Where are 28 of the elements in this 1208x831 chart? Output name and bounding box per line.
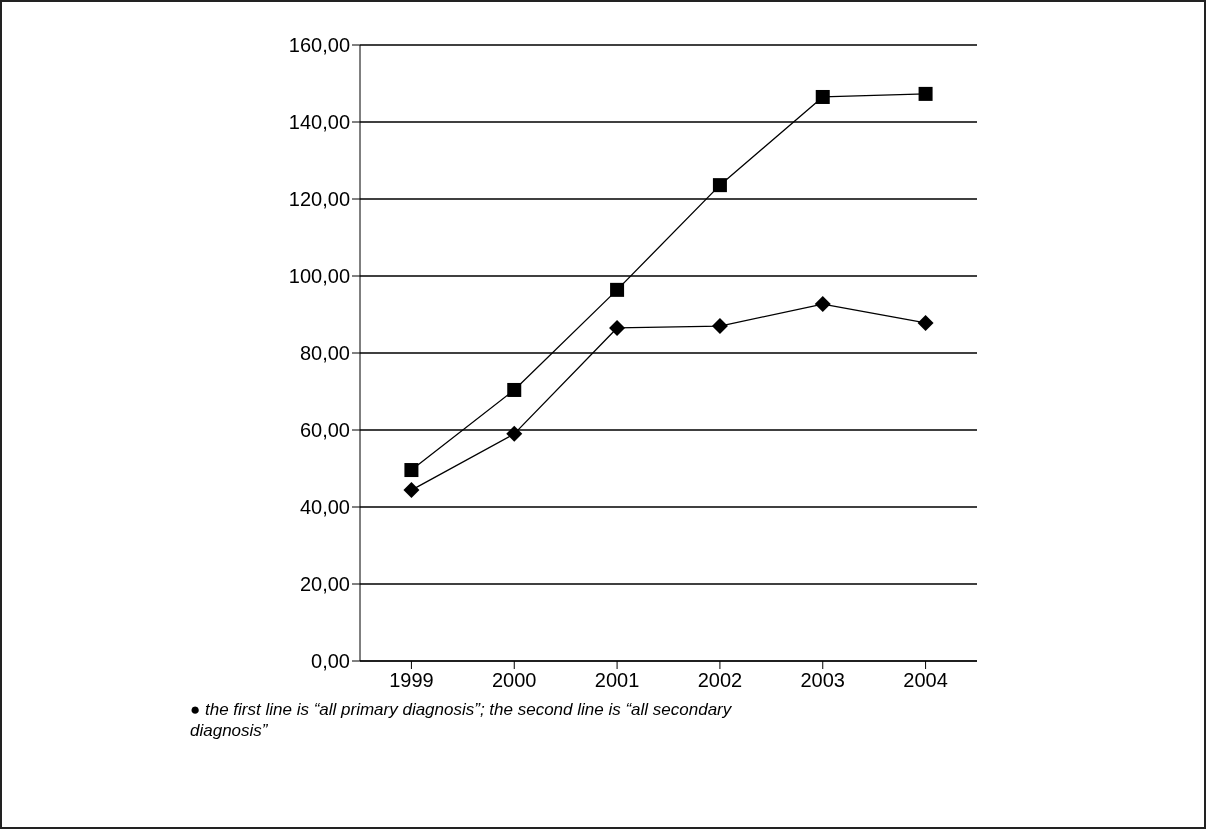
- y-tick-label: 60,00: [299, 419, 350, 442]
- y-tick-label: 160,00: [288, 34, 350, 57]
- y-tick-label: 120,00: [288, 188, 350, 211]
- y-tick-label: 140,00: [288, 111, 350, 134]
- x-tick-label: 2002: [697, 669, 743, 692]
- y-tick-label: 100,00: [288, 265, 350, 288]
- y-tick-label: 40,00: [299, 496, 350, 519]
- point: [507, 382, 522, 397]
- point: [610, 282, 625, 297]
- x-tick-label: 2001: [594, 669, 640, 692]
- x-tick-label: 2003: [800, 669, 845, 692]
- point: [609, 319, 626, 336]
- text: ● the first line is “all primary diagnosis”; the second line is “all secondary diagnosis”: [190, 699, 733, 741]
- y-tick-label: 0,00: [311, 650, 350, 673]
- point: [403, 482, 420, 499]
- point: [917, 314, 934, 331]
- point: [918, 86, 933, 101]
- point: [711, 318, 728, 335]
- point: [712, 178, 727, 193]
- point: [404, 463, 419, 478]
- x-tick-label: 2004: [903, 669, 948, 692]
- point: [814, 296, 831, 313]
- y-tick-label: 20,00: [299, 573, 350, 596]
- x-tick-label: 1999: [389, 669, 434, 692]
- point: [506, 425, 523, 442]
- point: [815, 89, 830, 104]
- y-tick-label: 80,00: [299, 342, 350, 365]
- x-tick-label: 2000: [492, 669, 537, 692]
